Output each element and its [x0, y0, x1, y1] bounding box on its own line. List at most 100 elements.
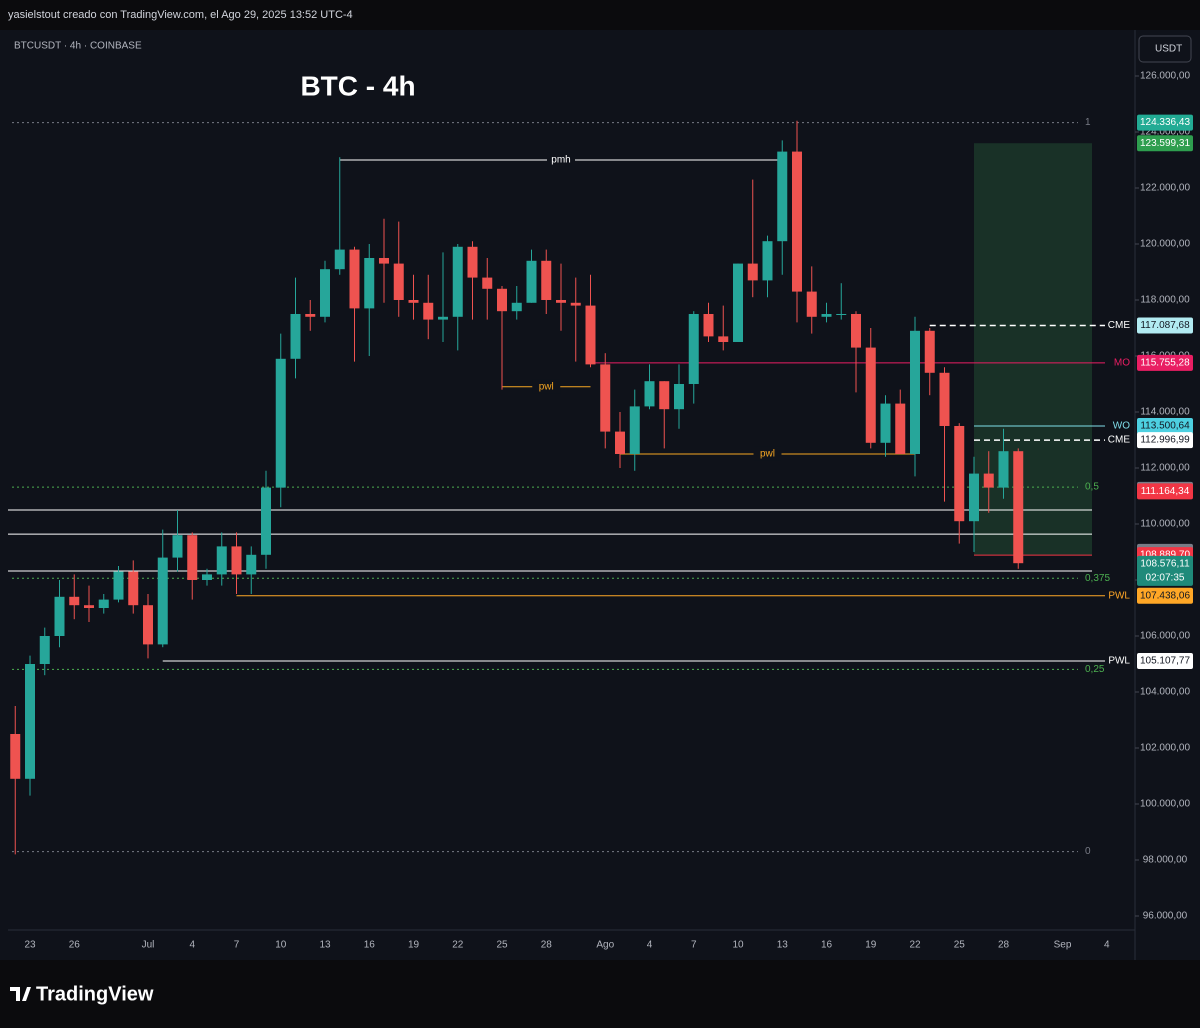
y-tick-label: 118.000,00 — [1140, 295, 1190, 306]
candle-body — [128, 571, 139, 606]
candle-body — [836, 313, 847, 315]
price-tag — [1137, 317, 1193, 334]
x-tick-label: 4 — [1104, 940, 1110, 951]
fib-label: 0,25 — [1085, 664, 1105, 675]
y-tick-label: 102.000,00 — [1140, 743, 1190, 754]
candle-body — [777, 151, 788, 242]
level-label-bg — [753, 446, 782, 461]
fib-label: 1 — [1085, 117, 1091, 128]
y-tick-label: 96.000,00 — [1143, 911, 1188, 922]
level-label: pwl — [760, 449, 775, 460]
candle-body — [703, 313, 714, 337]
level-label: CME — [1108, 320, 1131, 331]
candle-body — [821, 313, 832, 317]
y-tick-label: 110.000,00 — [1140, 519, 1190, 530]
x-tick-label: 19 — [408, 940, 420, 951]
price-tag-label: 112.996,99 — [1140, 435, 1190, 446]
price-tag-label: 111.164,34 — [1141, 486, 1190, 497]
x-tick-label: 28 — [998, 940, 1010, 951]
y-tick-label: 100.000,00 — [1140, 799, 1190, 810]
currency[interactable]: USDT — [1155, 44, 1182, 55]
x-tick-label: 4 — [647, 940, 653, 951]
y-tick-label: 122.000,00 — [1140, 183, 1190, 194]
fib-label: 0 — [1085, 846, 1091, 857]
x-tick-label: 13 — [319, 940, 331, 951]
level-label: PWL — [1108, 656, 1130, 667]
price-tag — [1137, 135, 1193, 152]
candle-body — [467, 246, 478, 278]
level-label: WO — [1113, 421, 1130, 432]
logo: TradingView — [10, 983, 154, 1005]
candle-body — [334, 249, 345, 270]
price-tag-label: 108.889,70 — [1140, 550, 1190, 561]
x-tick-label: 22 — [909, 940, 921, 951]
x-tick-label: 16 — [364, 940, 376, 951]
price-tag — [1137, 652, 1193, 669]
candle-body — [1013, 451, 1024, 564]
candle-body — [983, 473, 994, 488]
price-tag — [1137, 555, 1193, 586]
candle-body — [482, 277, 493, 289]
y-tick-label: 104.000,00 — [1140, 687, 1190, 698]
y-tick-label: 126.000,00 — [1140, 71, 1190, 82]
x-tick-label: 25 — [954, 940, 966, 951]
price-tag — [1137, 114, 1193, 131]
price-tag — [1137, 354, 1193, 371]
price-tag-label: 123.599,31 — [1140, 138, 1190, 149]
candle-body — [659, 381, 670, 410]
candle-body — [157, 557, 168, 645]
position-box — [974, 143, 1092, 556]
logo-mark — [10, 987, 31, 1001]
x-tick-label: Ago — [596, 940, 614, 951]
x-tick-label: 25 — [496, 940, 508, 951]
level-label-bg — [532, 379, 561, 394]
footer-brand: TradingView — [36, 983, 154, 1005]
currency-box[interactable] — [1138, 35, 1192, 63]
candle-body — [762, 241, 773, 281]
x-tick-label: 13 — [777, 940, 789, 951]
level-label: MO — [1114, 357, 1130, 368]
candle-body — [98, 599, 109, 608]
candle-body — [747, 263, 758, 281]
header: yasielstout creado con TradingView.com, … — [8, 9, 353, 21]
x-tick-label: 28 — [541, 940, 553, 951]
y-tick-label: 98.000,00 — [1143, 855, 1188, 866]
candle-body — [408, 299, 419, 303]
price-tag — [1137, 432, 1193, 449]
candle-body — [910, 330, 920, 454]
level-label: pwl — [539, 381, 554, 392]
candle-body — [541, 260, 552, 300]
candle-body — [556, 299, 566, 303]
candle-body — [733, 263, 743, 342]
price-tag — [1137, 417, 1193, 434]
candle-body — [865, 347, 876, 443]
candle-body — [320, 269, 330, 317]
candle-body — [895, 403, 906, 454]
candle-body — [172, 535, 183, 558]
x-tick-label: 26 — [69, 940, 81, 951]
candle-body — [290, 313, 301, 359]
level-label-bg — [547, 152, 575, 167]
candle-body — [939, 372, 950, 426]
x-tick-label: 10 — [275, 940, 287, 951]
candle-body — [275, 358, 286, 488]
x-tick-label: 10 — [732, 940, 744, 951]
candle-body — [954, 425, 965, 522]
price-tag-label: 107.438,06 — [1140, 590, 1190, 601]
candle-body — [423, 302, 434, 320]
price-tag — [1137, 483, 1193, 500]
candle-body — [497, 288, 507, 312]
candle-body — [305, 313, 316, 317]
y-tick-label: 124.000,00 — [1140, 127, 1190, 138]
candle-body — [231, 546, 242, 575]
candle-body — [261, 487, 271, 555]
level-label: CME — [1108, 435, 1131, 446]
candle-body — [600, 364, 611, 432]
candle-body — [851, 313, 861, 348]
price-tag-label: 124.336,43 — [1140, 117, 1190, 128]
candle-body — [216, 546, 227, 575]
candle-body — [718, 336, 729, 342]
symbol: BTCUSDT · 4h · COINBASE — [14, 41, 142, 52]
y-tick-label: 112.000,00 — [1140, 463, 1190, 474]
